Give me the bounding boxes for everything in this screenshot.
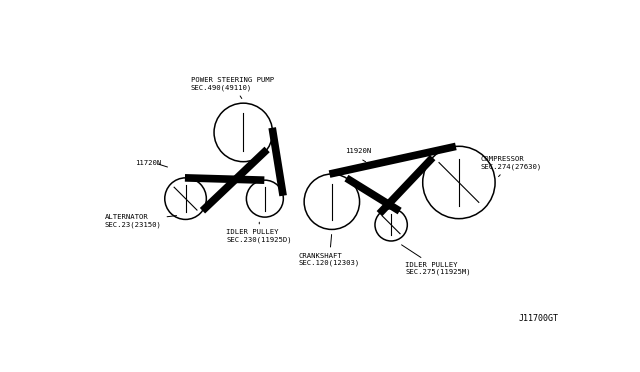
- Text: ALTERNATOR
SEC.23(23150): ALTERNATOR SEC.23(23150): [105, 214, 177, 228]
- Text: POWER STEERING PUMP
SEC.490(49110): POWER STEERING PUMP SEC.490(49110): [191, 77, 274, 99]
- Text: J11700GT: J11700GT: [519, 314, 559, 323]
- Text: COMPRESSOR
SEC.274(27630): COMPRESSOR SEC.274(27630): [481, 157, 541, 177]
- Text: CRANKSHAFT
SEC.120(12303): CRANKSHAFT SEC.120(12303): [299, 234, 360, 266]
- Text: IDLER PULLEY
SEC.275(11925M): IDLER PULLEY SEC.275(11925M): [401, 245, 470, 275]
- Text: 11720N: 11720N: [136, 160, 162, 166]
- Text: IDLER PULLEY
SEC.230(11925D): IDLER PULLEY SEC.230(11925D): [227, 222, 292, 243]
- Text: 11920N: 11920N: [345, 148, 371, 154]
